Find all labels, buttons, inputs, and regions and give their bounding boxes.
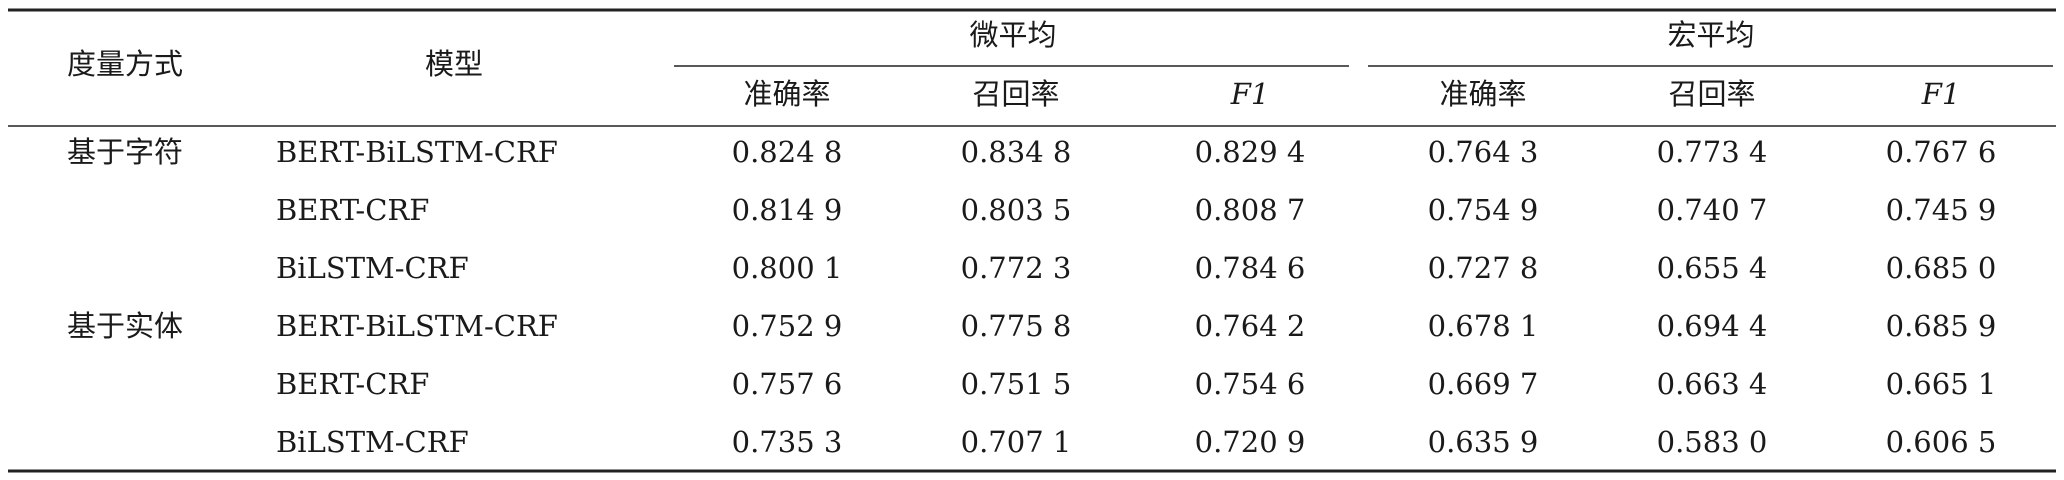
cell-value: 0.745 9 (1886, 193, 1997, 227)
cell-value: 0.740 7 (1657, 193, 1768, 227)
cell-value: 0.784 6 (1195, 251, 1306, 285)
cell-value: 0.751 5 (961, 367, 1072, 401)
column-header: 准确率 (743, 77, 830, 111)
cell-value: 0.754 9 (1428, 193, 1539, 227)
cell-value: 0.773 4 (1657, 135, 1768, 169)
model-name: BERT-CRF (276, 193, 429, 227)
cell-value: 0.834 8 (961, 135, 1072, 169)
cell-value: 0.694 4 (1657, 309, 1768, 343)
cell-value: 0.727 8 (1428, 251, 1539, 285)
column-header: 准确率 (1439, 77, 1526, 111)
cell-value: 0.665 1 (1886, 367, 1997, 401)
column-header: 召回率 (972, 77, 1059, 111)
cell-value: 0.824 8 (732, 135, 843, 169)
cell-value: 0.800 1 (732, 251, 843, 285)
model-name: BERT-BiLSTM-CRF (276, 309, 558, 343)
cell-value: 0.663 4 (1657, 367, 1768, 401)
cell-value: 0.764 2 (1195, 309, 1306, 343)
group-label: 基于字符 (67, 135, 183, 169)
cell-value: 0.635 9 (1428, 425, 1539, 459)
cell-value: 0.829 4 (1195, 135, 1306, 169)
model-name: BiLSTM-CRF (276, 251, 469, 285)
column-header: 召回率 (1668, 77, 1755, 111)
column-header: F1 (1921, 77, 1961, 111)
header-measure: 度量方式 (67, 47, 183, 81)
cell-value: 0.754 6 (1195, 367, 1306, 401)
cell-value: 0.764 3 (1428, 135, 1539, 169)
cell-value: 0.767 6 (1886, 135, 1997, 169)
cell-value: 0.803 5 (961, 193, 1072, 227)
group-label: 基于实体 (67, 309, 183, 343)
cell-value: 0.583 0 (1657, 425, 1768, 459)
column-header: F1 (1230, 77, 1270, 111)
cell-value: 0.814 9 (732, 193, 843, 227)
group-header: 微平均 (969, 18, 1056, 52)
header-model: 模型 (425, 47, 483, 81)
cell-value: 0.655 4 (1657, 251, 1768, 285)
cell-value: 0.757 6 (732, 367, 843, 401)
cell-value: 0.707 1 (961, 425, 1072, 459)
cell-value: 0.752 9 (732, 309, 843, 343)
model-name: BERT-BiLSTM-CRF (276, 135, 558, 169)
model-name: BERT-CRF (276, 367, 429, 401)
cell-value: 0.669 7 (1428, 367, 1539, 401)
cell-value: 0.775 8 (961, 309, 1072, 343)
cell-value: 0.720 9 (1195, 425, 1306, 459)
cell-value: 0.606 5 (1886, 425, 1997, 459)
cell-value: 0.772 3 (961, 251, 1072, 285)
cell-value: 0.678 1 (1428, 309, 1539, 343)
cell-value: 0.685 0 (1886, 251, 1997, 285)
group-header: 宏平均 (1667, 18, 1754, 52)
cell-value: 0.808 7 (1195, 193, 1306, 227)
model-name: BiLSTM-CRF (276, 425, 469, 459)
cell-value: 0.735 3 (732, 425, 843, 459)
cell-value: 0.685 9 (1886, 309, 1997, 343)
